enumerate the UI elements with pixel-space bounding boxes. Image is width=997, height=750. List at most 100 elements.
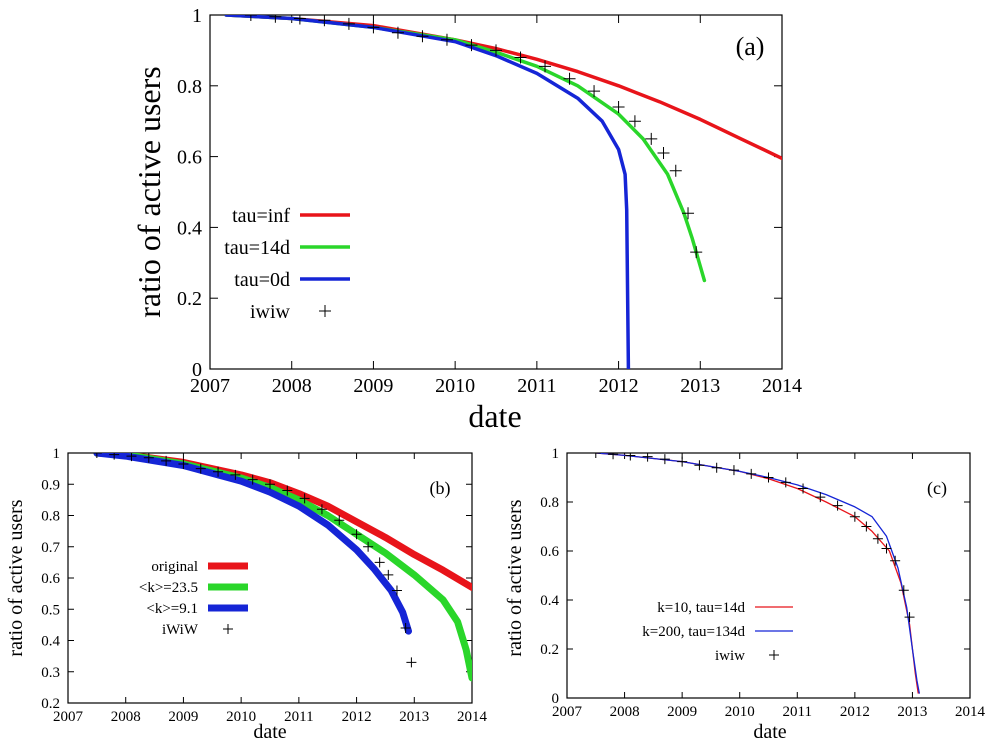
x-tick-label: 2009 xyxy=(667,704,697,720)
y-tick-label: 0.5 xyxy=(41,602,60,618)
chart-panel-2: 2007 2008 2009 2010 2011 2012 2013 2014 0.2 0.3 0.… xyxy=(5,446,488,743)
x-tick-label: 2013 xyxy=(897,704,927,720)
data-point-marker xyxy=(815,492,826,503)
legend-label: <k>=9.1 xyxy=(146,601,198,617)
legend-label: k=10, tau=14d xyxy=(657,600,745,616)
data-point-marker xyxy=(890,555,901,566)
data-point-marker xyxy=(265,479,275,490)
y-tick-label: 0.6 xyxy=(540,544,559,560)
x-tick-label: 2012 xyxy=(599,375,639,397)
y-tick-label: 0.8 xyxy=(177,76,202,98)
data-point-marker xyxy=(780,477,791,488)
data-point-marker xyxy=(898,585,909,596)
data-point-marker xyxy=(440,33,453,46)
x-tick-label: 2010 xyxy=(435,375,475,397)
data-point-marker xyxy=(178,458,189,469)
legend-label: iwiw xyxy=(250,301,291,323)
y-tick-label: 0.8 xyxy=(41,509,60,525)
data-point-marker xyxy=(628,115,641,128)
data-point-marker xyxy=(798,483,809,494)
data-point-marker xyxy=(881,543,892,554)
y-tick-label: 0.4 xyxy=(540,593,559,609)
data-point-marker xyxy=(316,504,327,515)
data-point-marker xyxy=(383,569,394,580)
series-line xyxy=(224,15,631,369)
data-point-marker xyxy=(849,511,860,522)
y-tick-label: 0 xyxy=(192,359,202,381)
data-point-marker xyxy=(400,623,411,633)
data-point-marker xyxy=(588,85,601,98)
series-line xyxy=(595,453,920,694)
data-point-marker xyxy=(682,207,695,220)
data-point-marker xyxy=(282,485,293,496)
data-point-marker xyxy=(669,164,682,177)
y-axis-label: ratio of active users xyxy=(131,66,167,317)
x-tick-label: 2007 xyxy=(552,704,583,720)
data-point-marker xyxy=(625,453,636,461)
x-axis-label: date xyxy=(468,398,521,434)
data-point-marker xyxy=(763,472,774,483)
data-point-marker xyxy=(465,39,478,52)
data-point-marker xyxy=(363,541,374,552)
data-point-marker xyxy=(247,474,258,485)
data-point-marker xyxy=(161,455,172,466)
data-point-marker xyxy=(334,515,345,526)
y-axis-label: ratio of active users xyxy=(5,499,27,656)
y-tick-label: 1 xyxy=(552,446,560,462)
x-tick-label: 2011 xyxy=(284,709,313,725)
panel-label: (a) xyxy=(736,32,765,61)
data-point-marker xyxy=(608,453,619,460)
data-point-marker xyxy=(391,585,402,596)
data-point-marker xyxy=(269,15,282,23)
data-point-marker xyxy=(213,466,224,477)
data-point-marker xyxy=(351,529,362,540)
plot-frame xyxy=(566,452,971,699)
x-tick-label: 2014 xyxy=(457,709,488,725)
series-line xyxy=(93,453,412,635)
data-point-marker xyxy=(109,453,120,460)
legend-marker xyxy=(769,650,779,660)
chart-panel-3: 2007 2008 2009 2010 2011 2012 2013 2014 0 0.2 0.4 0… xyxy=(504,446,986,743)
x-tick-label: 2011 xyxy=(517,375,556,397)
data-point-marker xyxy=(244,15,257,21)
data-point-marker xyxy=(690,246,703,259)
y-tick-label: 0.4 xyxy=(177,217,202,239)
series-line xyxy=(224,15,707,283)
data-point-marker xyxy=(659,454,670,465)
data-point-marker xyxy=(645,132,658,145)
y-tick-label: 0.6 xyxy=(177,147,202,169)
x-tick-label: 2014 xyxy=(762,375,802,397)
legend-label: tau=14d xyxy=(224,237,290,259)
data-point-marker xyxy=(872,533,883,544)
y-axis-label: ratio of active users xyxy=(504,499,526,656)
y-tick-label: 0.6 xyxy=(41,571,60,587)
data-point-marker xyxy=(861,521,872,532)
data-point-marker xyxy=(299,493,310,504)
panel-label: (c) xyxy=(927,478,947,499)
data-point-marker xyxy=(416,30,429,43)
x-tick-label: 2008 xyxy=(272,375,312,397)
series-line xyxy=(224,15,782,161)
x-tick-label: 2008 xyxy=(610,704,640,720)
series-line xyxy=(595,453,919,694)
x-tick-label: 2009 xyxy=(353,375,393,397)
legend-marker xyxy=(223,624,233,634)
data-point-marker xyxy=(904,612,915,623)
x-tick-label: 2009 xyxy=(168,709,198,725)
y-tick-label: 0.3 xyxy=(41,665,60,681)
plot-area xyxy=(91,453,472,682)
data-point-marker xyxy=(539,60,552,73)
x-tick-label: 2007 xyxy=(53,709,84,725)
x-axis-label: date xyxy=(253,721,286,743)
x-axis-label: date xyxy=(753,721,786,743)
data-point-marker xyxy=(342,17,355,30)
x-tick-label: 2008 xyxy=(111,709,141,725)
plot-area xyxy=(224,15,782,369)
x-tick-label: 2013 xyxy=(680,375,720,397)
x-tick-label: 2012 xyxy=(342,709,372,725)
data-point-marker xyxy=(832,500,843,511)
data-point-marker xyxy=(677,456,688,467)
panel-label: (b) xyxy=(430,478,451,499)
legend-label: iWiW xyxy=(162,622,199,638)
